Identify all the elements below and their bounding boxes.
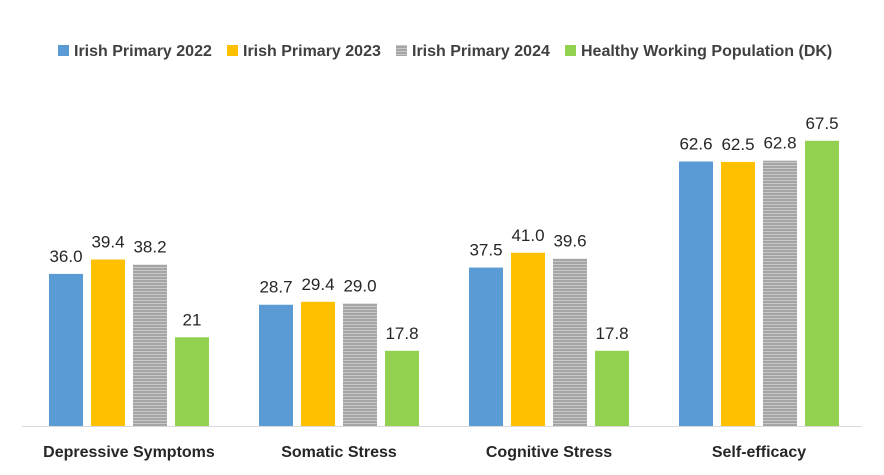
bar-self-efficacy-irish-primary-2024 [763,160,797,427]
bar-somatic-stress-irish-primary-2023 [301,301,335,426]
value-label-somatic-stress-irish-primary-2022: 28.7 [259,278,292,297]
value-label-cognitive-stress-irish-primary-2023: 41.0 [511,226,544,245]
bar-depressive-symptoms-healthy-working-population-dk [175,337,209,426]
category-label-cognitive-stress: Cognitive Stress [486,444,612,461]
value-labels-group: 36.0 39.4 38.2 21 28.7 29.4 29.0 17.8 37.5 41.0 39… [49,114,838,343]
value-label-somatic-stress-irish-primary-2023: 29.4 [301,275,334,294]
category-label-depressive-symptoms: Depressive Symptoms [43,444,215,461]
legend-swatch-irish-primary-2024 [396,45,407,56]
bar-somatic-stress-healthy-working-population-dk [385,350,419,426]
category-label-self-efficacy: Self-efficacy [712,444,806,461]
bar-cognitive-stress-irish-primary-2022 [469,267,503,426]
bar-self-efficacy-healthy-working-population-dk [805,140,839,426]
value-label-self-efficacy-irish-primary-2022: 62.6 [679,135,712,154]
bar-depressive-symptoms-irish-primary-2022 [49,273,83,426]
value-label-self-efficacy-irish-primary-2023: 62.5 [721,135,754,154]
bars-group [49,140,839,427]
value-label-self-efficacy-irish-primary-2024: 62.8 [763,134,796,153]
legend-swatch-irish-primary-2022 [58,45,69,56]
value-label-cognitive-stress-irish-primary-2022: 37.5 [469,241,502,260]
legend-label-irish-primary-2023: Irish Primary 2023 [243,43,381,60]
bar-depressive-symptoms-irish-primary-2023 [91,259,125,426]
bar-somatic-stress-irish-primary-2024 [343,303,377,426]
bar-cognitive-stress-irish-primary-2024 [553,258,587,426]
value-label-cognitive-stress-irish-primary-2024: 39.6 [553,232,586,251]
bar-self-efficacy-irish-primary-2023 [721,161,755,426]
legend-label-healthy-working-population-dk: Healthy Working Population (DK) [581,43,832,60]
value-label-somatic-stress-healthy-working-population-dk: 17.8 [385,324,418,343]
legend: Irish Primary 2022 Irish Primary 2023 Iris… [58,43,832,60]
value-label-depressive-symptoms-healthy-working-population-dk: 21 [183,310,202,329]
bar-self-efficacy-irish-primary-2022 [679,161,713,426]
value-label-depressive-symptoms-irish-primary-2023: 39.4 [91,233,124,252]
bar-cognitive-stress-healthy-working-population-dk [595,350,629,426]
value-label-self-efficacy-healthy-working-population-dk: 67.5 [805,114,838,133]
bar-depressive-symptoms-irish-primary-2024 [133,264,167,426]
category-labels-group: Depressive Symptoms Somatic Stress Cogniti… [43,444,806,461]
bar-somatic-stress-irish-primary-2022 [259,304,293,426]
bar-cognitive-stress-irish-primary-2023 [511,252,545,426]
category-label-somatic-stress: Somatic Stress [281,444,397,461]
legend-swatch-irish-primary-2023 [227,45,238,56]
value-label-cognitive-stress-healthy-working-population-dk: 17.8 [595,324,628,343]
value-label-depressive-symptoms-irish-primary-2022: 36.0 [49,247,82,266]
value-label-somatic-stress-irish-primary-2024: 29.0 [343,276,376,295]
value-label-depressive-symptoms-irish-primary-2024: 38.2 [133,238,166,257]
legend-swatch-healthy-working-population-dk [565,45,576,56]
legend-label-irish-primary-2022: Irish Primary 2022 [74,43,212,60]
legend-label-irish-primary-2024: Irish Primary 2024 [412,43,550,60]
